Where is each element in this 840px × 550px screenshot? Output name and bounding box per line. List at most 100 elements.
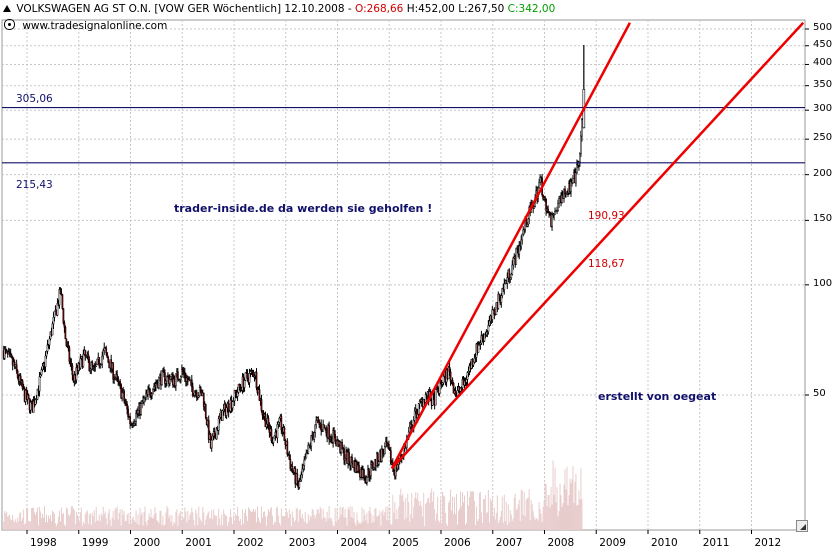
candle-body <box>166 376 168 382</box>
candle-body <box>579 153 581 163</box>
candle-body <box>451 379 454 384</box>
candle-body <box>15 364 18 372</box>
candle-body <box>298 481 301 488</box>
candle-body <box>511 264 514 275</box>
candle-body <box>363 469 365 479</box>
y-tick-label: 450 <box>813 38 833 50</box>
candle-body <box>547 208 549 213</box>
candle-body <box>557 202 559 212</box>
candle-body <box>291 466 294 471</box>
candle-body <box>488 320 491 326</box>
axis-ticks <box>26 28 809 534</box>
candle-body <box>553 214 555 216</box>
y-tick-label: 400 <box>813 57 833 69</box>
candle-body <box>323 424 326 429</box>
candle-body <box>102 350 105 357</box>
candle-body <box>286 441 289 455</box>
candle-body <box>163 370 165 374</box>
candle-body <box>158 377 160 389</box>
candle-body <box>265 423 268 428</box>
candle-body <box>53 310 56 318</box>
x-tick-label: 2003 <box>288 537 316 549</box>
candle-body <box>61 294 64 309</box>
candle-body <box>91 362 94 366</box>
trend-label-shallow: 118,67 <box>588 258 625 270</box>
x-tick-label: 1998 <box>30 537 57 549</box>
candle-body <box>551 214 553 227</box>
candle-body <box>522 229 525 235</box>
candle-body <box>231 401 234 409</box>
candle-body <box>238 383 241 388</box>
candle-body <box>500 295 503 303</box>
candle-body <box>67 345 70 349</box>
candle-body <box>59 289 62 294</box>
candle-body <box>389 450 392 464</box>
y-tick-label: 250 <box>813 132 833 144</box>
candle-body <box>313 432 316 440</box>
candle-body <box>16 370 19 378</box>
candle-body <box>84 349 87 357</box>
candle-body <box>151 393 153 396</box>
note-main: trader-inside.de da werden sie geholfen … <box>174 202 433 215</box>
candle-body <box>466 372 469 380</box>
candle-body <box>153 386 155 390</box>
candle-body <box>71 365 74 376</box>
candle-body <box>149 388 151 396</box>
source-url[interactable]: www.tradesignalonline.com <box>22 20 168 32</box>
horizontal-levels <box>2 106 805 164</box>
candle-body <box>465 379 468 383</box>
candle-body <box>452 382 455 394</box>
y-tick-label: 300 <box>813 103 833 115</box>
candle-body <box>44 355 47 367</box>
candle-body <box>481 335 484 339</box>
candle-body <box>261 410 264 416</box>
candle-body <box>204 404 207 418</box>
candle-body <box>215 428 218 440</box>
candle-body <box>51 323 54 336</box>
candle-body <box>119 381 122 385</box>
candle-body <box>211 435 214 441</box>
candle-body <box>533 206 535 209</box>
candle-body <box>572 178 574 184</box>
candle-body <box>126 403 128 410</box>
candle-body <box>388 443 390 450</box>
candle-body <box>58 289 61 306</box>
candle-body <box>370 463 372 476</box>
candle-body <box>10 355 13 359</box>
candle-body <box>190 379 193 387</box>
candle-body <box>501 288 504 296</box>
x-tick-label: 2005 <box>392 537 419 549</box>
y-tick-label: 150 <box>813 213 833 225</box>
candle-body <box>301 468 304 476</box>
candle-body <box>558 198 560 204</box>
candle-body <box>217 418 220 431</box>
candle-body <box>135 413 137 423</box>
candle-body <box>48 338 51 346</box>
candle-body <box>98 357 101 367</box>
candle-body <box>575 172 577 184</box>
candle-body <box>515 247 518 265</box>
x-tick-label: 2010 <box>651 537 678 549</box>
resize-handle[interactable] <box>796 520 808 532</box>
candle-body <box>246 372 249 379</box>
candle-body <box>554 211 556 215</box>
candle-body <box>328 425 330 440</box>
candle-body <box>169 379 171 384</box>
x-tick-label: 2002 <box>237 537 264 549</box>
y-tick-label: 100 <box>813 277 833 289</box>
x-tick-label: 2007 <box>495 537 523 549</box>
candle-body <box>258 389 261 401</box>
candle-body <box>155 383 157 386</box>
candle-body <box>382 448 384 454</box>
candle-body <box>503 283 506 290</box>
candle-body <box>210 439 213 449</box>
candle-body <box>116 374 119 378</box>
candle-body <box>124 400 126 404</box>
candle-body <box>508 269 511 280</box>
candle-body <box>202 392 205 407</box>
candle-body <box>576 164 578 174</box>
candle-body <box>520 239 523 247</box>
candle-body <box>79 358 82 369</box>
x-tick-label: 2009 <box>599 537 626 549</box>
